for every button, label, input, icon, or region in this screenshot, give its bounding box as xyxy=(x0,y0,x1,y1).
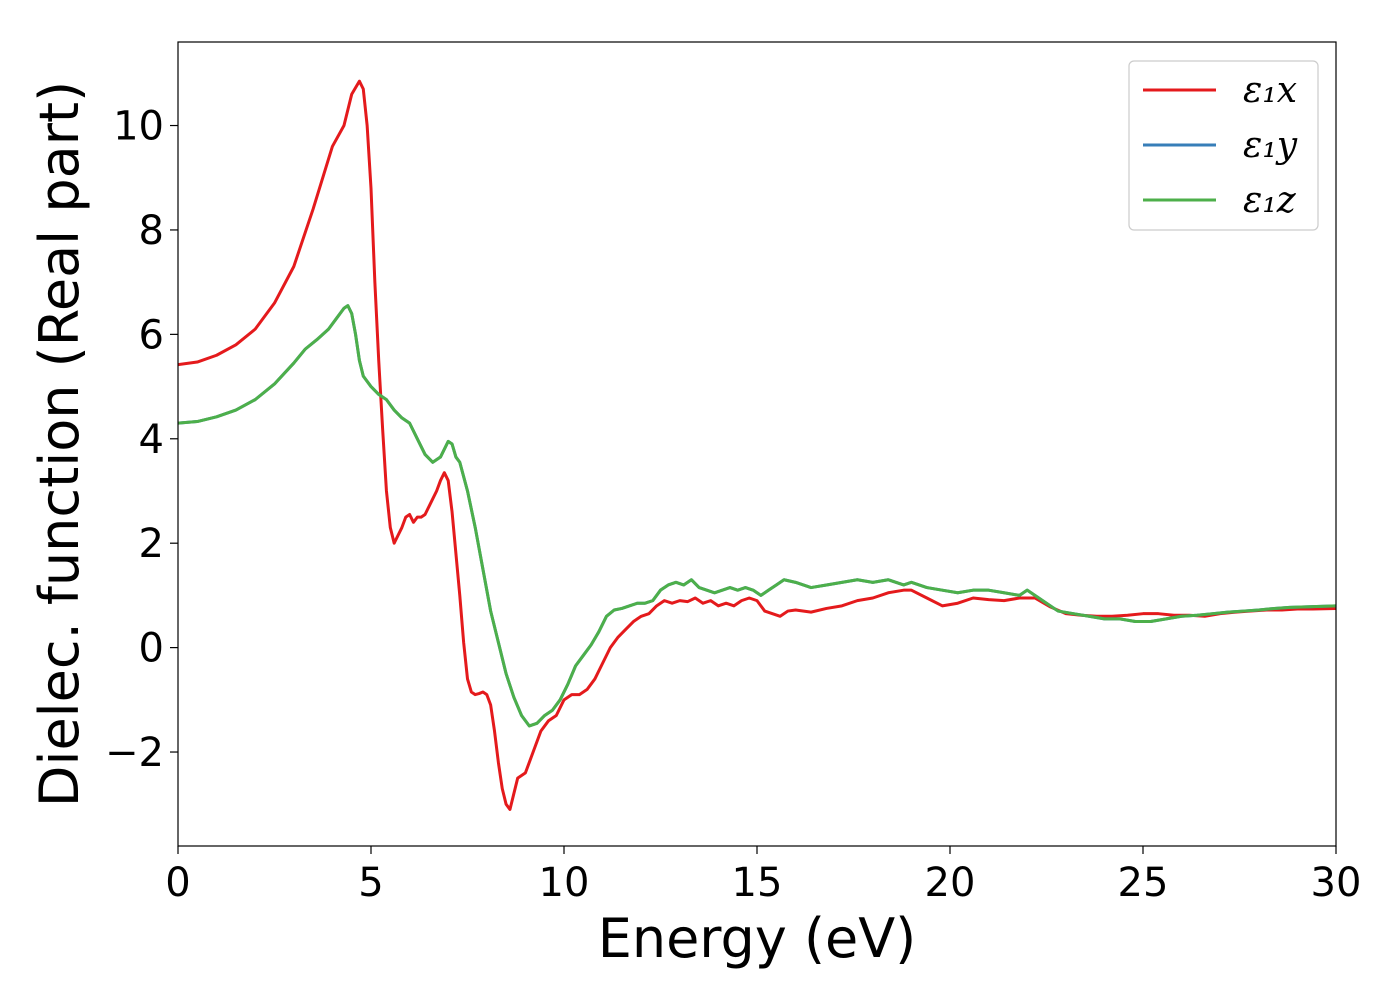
plot-area xyxy=(178,79,1336,811)
y-tick-label: 0 xyxy=(139,626,164,672)
axis-ticks: 0 5 10 15 20 25 30 −2 0 2 4 6 8 10 xyxy=(105,104,1361,906)
series-line-3 xyxy=(178,304,1336,728)
legend: ε₁x ε₁y ε₁z xyxy=(1128,60,1319,231)
x-tick-label: 30 xyxy=(1311,860,1362,906)
y-tick-label: −2 xyxy=(105,730,164,776)
y-tick-label: 4 xyxy=(139,417,164,463)
y-tick-label: 10 xyxy=(113,104,164,150)
x-tick-label: 15 xyxy=(732,860,783,906)
legend-label-1: ε₁x xyxy=(1243,70,1297,111)
legend-label-3: ε₁z xyxy=(1243,180,1297,221)
x-tick-label: 20 xyxy=(925,860,976,906)
series-line-1 xyxy=(178,79,1336,811)
x-tick-label: 10 xyxy=(539,860,590,906)
y-tick-label: 2 xyxy=(139,521,164,567)
y-axis-label: Dielec. function (Real part) xyxy=(28,81,91,807)
y-tick-label: 8 xyxy=(139,208,164,254)
x-tick-label: 5 xyxy=(358,860,383,906)
x-tick-label: 25 xyxy=(1118,860,1169,906)
series-line-2 xyxy=(178,304,1336,728)
x-tick-label: 0 xyxy=(165,860,190,906)
y-tick-label: 6 xyxy=(139,312,164,358)
x-axis-label: Energy (eV) xyxy=(598,907,917,970)
legend-box xyxy=(1128,60,1319,231)
legend-label-2: ε₁y xyxy=(1243,125,1298,166)
